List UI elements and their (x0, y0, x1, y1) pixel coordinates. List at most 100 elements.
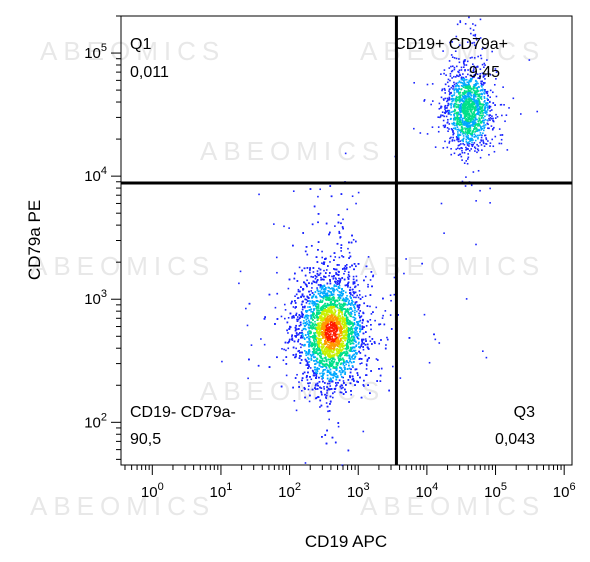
event-dot (274, 323, 276, 325)
event-dot (323, 350, 325, 353)
event-dot (318, 337, 321, 340)
event-dot (342, 227, 344, 230)
event-dot (353, 311, 356, 314)
event-dot (324, 310, 327, 313)
event-dot (321, 345, 323, 348)
event-dot (326, 369, 329, 372)
event-dot (340, 362, 343, 365)
event-dot (316, 287, 318, 289)
event-dot (308, 361, 311, 363)
event-dot (306, 267, 309, 269)
event-dot (329, 403, 331, 405)
event-dot (329, 365, 332, 367)
event-dot (359, 346, 361, 349)
event-dot (346, 340, 349, 343)
event-dot (311, 388, 314, 391)
event-dot (282, 359, 285, 362)
event-dot (347, 345, 349, 348)
event-dot (348, 257, 350, 259)
event-dot (326, 429, 328, 432)
event-dot (315, 305, 317, 307)
event-dot (371, 285, 373, 288)
event-dot (299, 343, 302, 345)
event-dot (363, 342, 365, 345)
event-dot (305, 328, 307, 331)
event-dot (326, 316, 329, 319)
event-dot (314, 274, 317, 277)
event-dot (349, 328, 351, 330)
event-dot (370, 370, 372, 372)
event-dot (328, 361, 331, 363)
event-dot (328, 366, 331, 369)
event-dot (338, 327, 340, 330)
event-dot (337, 287, 340, 289)
event-dot (334, 387, 337, 390)
event-dot (294, 300, 296, 302)
event-dot (341, 255, 343, 257)
event-dot (245, 307, 247, 310)
event-dot (301, 344, 303, 346)
event-dot (339, 346, 342, 349)
event-dot (354, 307, 356, 310)
event-dot (338, 319, 341, 322)
event-dot (307, 333, 309, 335)
event-dot (352, 278, 355, 281)
event-dot (349, 329, 351, 331)
event-dot (358, 290, 361, 292)
event-dot (304, 462, 307, 464)
event-dot (319, 406, 321, 408)
event-dot (348, 336, 350, 338)
event-dot (311, 343, 314, 345)
event-dot (381, 317, 384, 319)
event-dot (322, 336, 325, 339)
event-dot (287, 332, 289, 334)
event-dot (316, 322, 319, 325)
event-dot (333, 371, 335, 373)
event-dot (314, 332, 317, 334)
event-dot (304, 358, 307, 361)
event-dot (345, 317, 347, 320)
event-dot (328, 299, 330, 302)
event-dot (313, 309, 315, 312)
event-dot (337, 355, 339, 358)
event-dot (298, 266, 301, 269)
event-dot (438, 342, 441, 344)
event-dot (312, 327, 315, 330)
event-dot (348, 332, 350, 335)
event-dot (370, 328, 372, 331)
event-dot (327, 370, 330, 372)
event-dot (325, 269, 328, 271)
event-dot (327, 308, 329, 311)
event-dot (366, 305, 369, 307)
event-dot (356, 374, 359, 376)
event-dot (330, 311, 332, 314)
event-dot (319, 349, 321, 351)
event-dot (354, 355, 357, 358)
event-dot (317, 317, 319, 319)
event-dot (330, 315, 333, 318)
event-dot (329, 353, 331, 355)
event-dot (337, 333, 339, 336)
event-dot (329, 261, 331, 263)
event-dot (369, 294, 372, 296)
event-dot (312, 267, 315, 269)
event-dot (317, 221, 319, 224)
event-dot (354, 291, 357, 294)
event-dot (290, 302, 293, 305)
event-dot (348, 367, 351, 370)
event-dot (327, 353, 329, 355)
event-dot (349, 315, 352, 317)
event-dot (318, 376, 320, 379)
event-dot (327, 315, 330, 318)
event-dot (330, 379, 332, 382)
event-dot (327, 340, 330, 343)
event-dot (325, 309, 328, 312)
event-dot (318, 335, 321, 338)
event-dot (359, 352, 362, 354)
event-dot (309, 188, 312, 190)
event-dot (299, 336, 302, 339)
event-dot (324, 293, 327, 295)
event-dot (323, 365, 326, 367)
event-dot (347, 271, 350, 274)
event-dot (364, 338, 367, 340)
